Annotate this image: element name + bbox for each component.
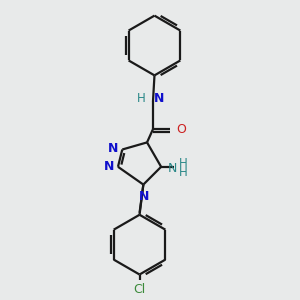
Text: H: H xyxy=(137,92,146,105)
Text: N: N xyxy=(103,160,114,173)
Text: O: O xyxy=(176,123,186,136)
Text: H: H xyxy=(179,166,188,179)
Text: Cl: Cl xyxy=(134,284,146,296)
Text: H: H xyxy=(179,157,188,170)
Text: N: N xyxy=(108,142,118,155)
Text: N: N xyxy=(154,92,164,105)
Text: N: N xyxy=(168,162,177,175)
Text: N: N xyxy=(139,190,149,202)
